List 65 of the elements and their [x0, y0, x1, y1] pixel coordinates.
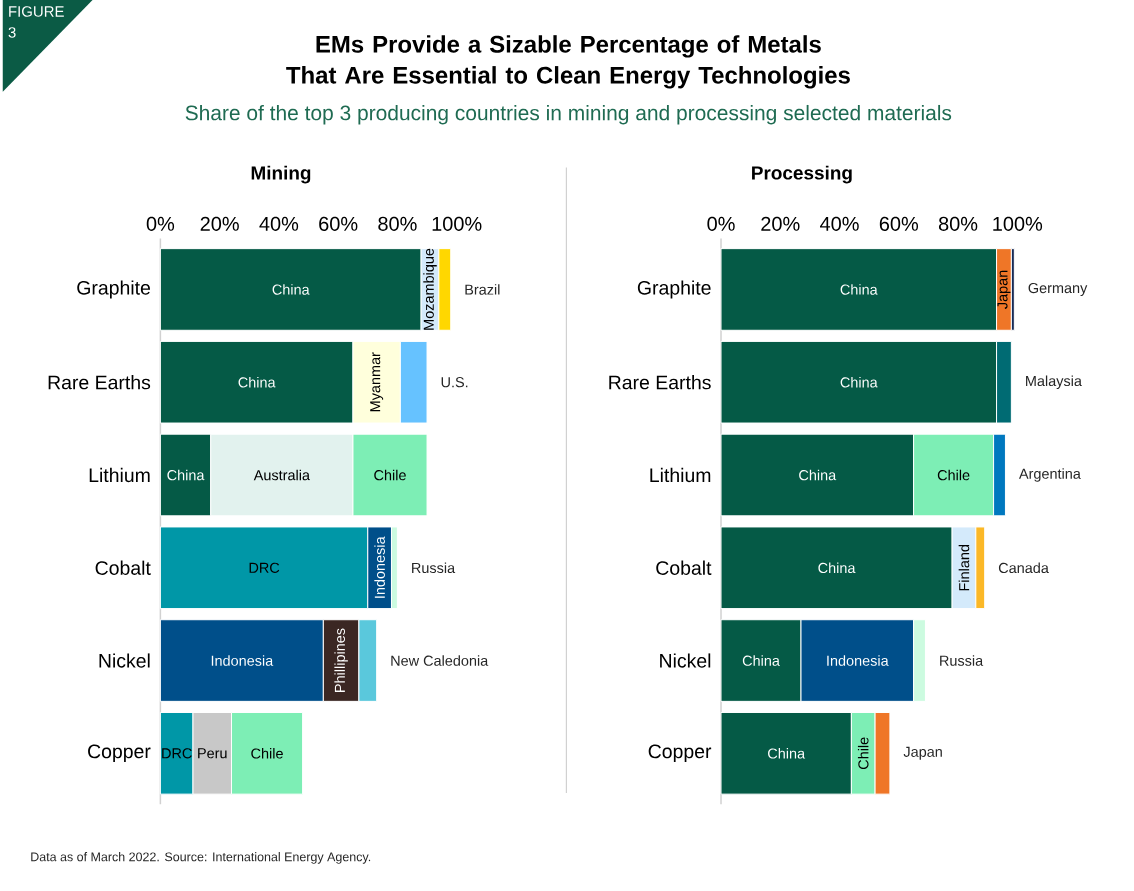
data-label: Japan	[903, 746, 942, 760]
y-tick-label: Lithium	[89, 467, 150, 483]
data-label: China	[840, 284, 878, 295]
chart-title: Processing	[752, 165, 852, 184]
data-label: China	[818, 562, 856, 574]
x-tick-label: 20%	[200, 216, 239, 231]
y-tick-label: Nickel	[660, 653, 711, 668]
data-label: Finland	[958, 545, 970, 591]
x-tick-label: 0%	[707, 216, 735, 231]
data-label: Chile	[937, 469, 970, 481]
data-label: China	[742, 655, 780, 666]
y-tick-label: Lithium	[650, 467, 711, 483]
y-tick-label: Graphite	[77, 280, 150, 299]
text: EMs Provide a Sizable Percentage of Metals That Are Essential to Clean Energy Technologies	[286, 35, 850, 89]
data-label: China	[840, 377, 878, 388]
data-label: China	[799, 469, 837, 481]
data-label: Canada	[998, 562, 1049, 574]
caption: FIGURE 3	[8, 6, 64, 38]
y-tick-label: Rare Earths	[48, 375, 151, 390]
data-label: China	[238, 377, 276, 388]
x-tick-label: 80%	[938, 216, 978, 231]
data-label: Russia	[412, 562, 456, 574]
data-label: Myanmar	[370, 352, 384, 412]
data-label: Brazil	[465, 284, 500, 295]
data-label: Chile	[374, 469, 406, 481]
x-tick-label: 60%	[879, 216, 919, 231]
x-tick-label: 100%	[993, 216, 1043, 231]
data-label: Argentina	[1018, 468, 1081, 482]
x-tick-label: 20%	[761, 216, 800, 231]
data-label: DRC	[162, 748, 192, 759]
data-label: DRC	[249, 562, 280, 573]
y-tick-label: Cobalt	[95, 560, 151, 575]
data-label: China	[167, 469, 205, 481]
data-label: China	[272, 284, 310, 295]
data-label: Indonesia	[374, 536, 385, 598]
data-label: Peru	[198, 748, 227, 759]
data-label: Japan	[997, 270, 1011, 310]
data-label: Mozambique	[423, 248, 437, 330]
y-tick-label: Nickel	[99, 653, 150, 668]
x-tick-label: 0%	[146, 216, 175, 231]
y-tick-label: Copper	[88, 744, 151, 763]
x-tick-label: 100%	[432, 216, 482, 231]
data-label: Chile	[251, 748, 283, 759]
data-label: Indonesia	[827, 655, 889, 666]
y-tick-label: Cobalt	[656, 560, 712, 575]
x-tick-label: 60%	[319, 216, 358, 231]
text: Share of the top 3 producing countries in mining and processing selected materials	[185, 105, 952, 125]
data-label: Phillipines	[334, 628, 348, 693]
data-label: Indonesia	[211, 655, 274, 666]
data-label: Russia	[940, 655, 984, 666]
x-tick-label: 40%	[259, 216, 299, 231]
x-tick-label: 80%	[378, 216, 417, 231]
chart-title: Mining	[251, 165, 311, 184]
x-tick-label: 40%	[820, 216, 859, 231]
data-label: Malaysia	[1026, 375, 1082, 390]
data-label: Australia	[253, 469, 310, 481]
y-tick-label: Graphite	[637, 280, 711, 299]
data-label: China	[768, 748, 806, 759]
y-tick-label: Copper	[648, 744, 712, 763]
data-label: New Caledonia	[391, 655, 489, 666]
y-tick-label: Rare Earths	[609, 375, 711, 390]
data-label: U.S.	[441, 377, 468, 388]
data-label: Chile	[857, 737, 869, 770]
data-label: Germany	[1028, 282, 1088, 297]
text: Data as of March 2022. Source: International Energy Agency.	[31, 852, 371, 864]
